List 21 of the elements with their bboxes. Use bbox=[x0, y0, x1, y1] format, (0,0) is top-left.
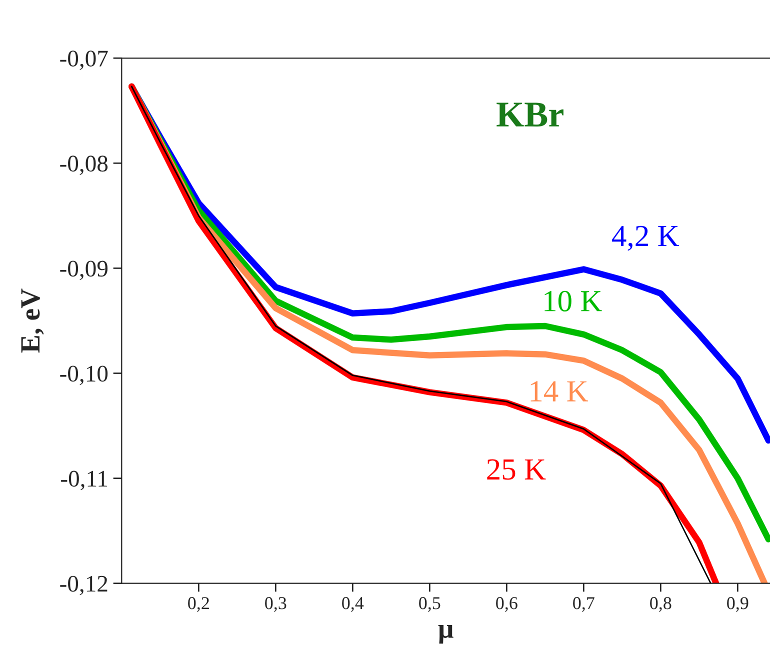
y-tick-label: -0,10 bbox=[60, 366, 108, 386]
series-label: 14 K bbox=[530, 381, 588, 402]
x-axis-title: μ bbox=[438, 624, 454, 644]
y-tick-label: -0,09 bbox=[60, 260, 108, 280]
series-label: 25 K bbox=[487, 459, 546, 480]
series-label: 4,2 K bbox=[612, 226, 680, 251]
x-tick-label: 0,9 bbox=[727, 597, 748, 612]
x-tick-label: 0,2 bbox=[188, 597, 209, 612]
y-axis-title: E, eV bbox=[21, 288, 44, 353]
x-tick-label: 0,7 bbox=[573, 597, 594, 612]
y-tick-label: -0,11 bbox=[61, 470, 108, 490]
x-tick-label: 0,5 bbox=[419, 597, 440, 612]
x-tick-label: 0,8 bbox=[650, 597, 672, 612]
x-tick-label: 0,4 bbox=[342, 597, 364, 612]
y-tick-label: -0,08 bbox=[60, 156, 108, 175]
series-label: 10 K bbox=[544, 290, 602, 312]
y-tick-label: -0,12 bbox=[60, 576, 108, 596]
text: KBr bbox=[496, 102, 564, 127]
x-tick-label: 0,3 bbox=[265, 597, 286, 612]
y-tick-label: -0,07 bbox=[60, 50, 108, 70]
x-tick-label: 0,6 bbox=[496, 597, 518, 612]
